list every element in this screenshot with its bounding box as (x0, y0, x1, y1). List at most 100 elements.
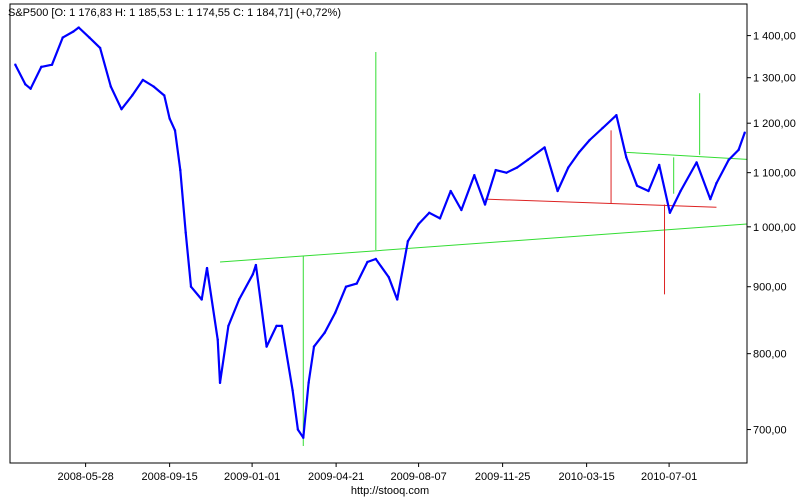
data-point (168, 117, 171, 120)
data-point (184, 231, 187, 234)
data-point (727, 158, 730, 162)
data-point (72, 30, 75, 33)
y-tick-label: 1 200,00 (753, 118, 796, 130)
data-point (254, 263, 258, 267)
y-tick-label: 1 100,00 (753, 168, 796, 180)
x-axis: 2008-05-28 2008-09-15 2009-01-01 2009-04-21… (57, 463, 697, 483)
data-point (98, 46, 102, 50)
x-tick-label: 2009-01-01 (224, 471, 280, 483)
y-axis: 1 400,00 1 300,00 1 200,00 1 100,00 1 000,00… (747, 31, 796, 437)
data-point (280, 324, 284, 328)
y-tick-label: 1 000,00 (753, 222, 796, 234)
price-series (14, 26, 746, 439)
data-point (374, 257, 378, 261)
plot-frame (9, 3, 748, 464)
data-point (205, 266, 209, 270)
source-link[interactable]: http://stooq.com (351, 485, 429, 497)
data-point (743, 131, 746, 134)
data-point (635, 184, 639, 187)
data-point (657, 163, 661, 167)
y-tick-label: 1 400,00 (753, 31, 796, 43)
y-tick-label: 900,00 (753, 282, 787, 294)
data-point (296, 428, 300, 431)
data-point (265, 345, 268, 348)
data-point (141, 78, 145, 82)
data-point (526, 158, 530, 162)
x-tick-label: 2009-11-25 (475, 471, 530, 483)
data-point (695, 161, 698, 164)
data-point (567, 166, 570, 169)
x-tick-label: 2010-03-15 (558, 471, 614, 483)
x-tick-label: 2009-04-21 (308, 471, 364, 483)
data-point (251, 273, 255, 276)
y-tick-label: 700,00 (753, 425, 787, 437)
data-point (505, 171, 508, 174)
data-point (366, 260, 369, 264)
annotation-line-3 (626, 151, 748, 160)
x-tick-label: 2010-07-01 (641, 471, 697, 483)
x-tick-label: 2008-09-15 (141, 471, 197, 483)
y-tick-label: 800,00 (753, 349, 787, 361)
data-point (556, 189, 559, 193)
data-point (417, 222, 420, 226)
data-point (40, 65, 43, 69)
data-point (449, 189, 452, 193)
data-point (715, 181, 718, 185)
data-point (61, 36, 64, 39)
data-point (588, 138, 591, 142)
data-point (647, 189, 650, 193)
data-point (460, 208, 463, 212)
data-point (307, 381, 310, 385)
data-point (515, 166, 519, 169)
data-point (120, 107, 123, 111)
data-point (29, 87, 32, 90)
data-point (323, 331, 326, 334)
data-point (130, 94, 134, 97)
trendlines (219, 52, 748, 447)
data-point (179, 168, 182, 172)
data-point (473, 174, 476, 177)
data-point (291, 389, 294, 392)
data-point (216, 338, 219, 341)
data-point (344, 285, 348, 288)
data-point (173, 129, 177, 132)
data-point (275, 324, 278, 328)
x-tick-label: 2009-08-07 (390, 471, 446, 483)
data-point (24, 83, 27, 86)
data-point (483, 203, 487, 206)
data-point (543, 146, 546, 149)
data-point (334, 311, 337, 314)
data-point (77, 26, 80, 29)
data-point (50, 63, 54, 66)
data-point (709, 197, 712, 201)
data-point (494, 168, 497, 172)
data-point (406, 240, 410, 243)
data-point (737, 148, 740, 152)
data-point (615, 114, 618, 117)
y-tick-label: 1 300,00 (753, 73, 796, 85)
data-point (577, 151, 581, 154)
data-point (387, 276, 391, 279)
data-point (396, 298, 399, 301)
data-point (312, 345, 316, 348)
data-point (152, 85, 155, 88)
data-point (200, 298, 203, 301)
data-point (625, 156, 628, 159)
data-point (189, 285, 193, 288)
series-line-0 (14, 26, 746, 439)
data-point (109, 85, 113, 88)
data-point (14, 63, 17, 66)
chart-legend: S&P500 [O: 1 176,83 H: 1 185,53 L: 1 174… (8, 7, 341, 19)
x-tick-label: 2008-05-28 (57, 471, 113, 483)
data-point (601, 126, 604, 130)
data-point (355, 282, 358, 285)
data-point (227, 324, 230, 328)
data-point (428, 211, 431, 214)
data-point (679, 189, 682, 193)
data-point (163, 94, 166, 97)
data-point (88, 36, 91, 39)
data-point (302, 436, 305, 439)
annotation-line-6 (485, 198, 717, 208)
data-point (668, 211, 672, 214)
